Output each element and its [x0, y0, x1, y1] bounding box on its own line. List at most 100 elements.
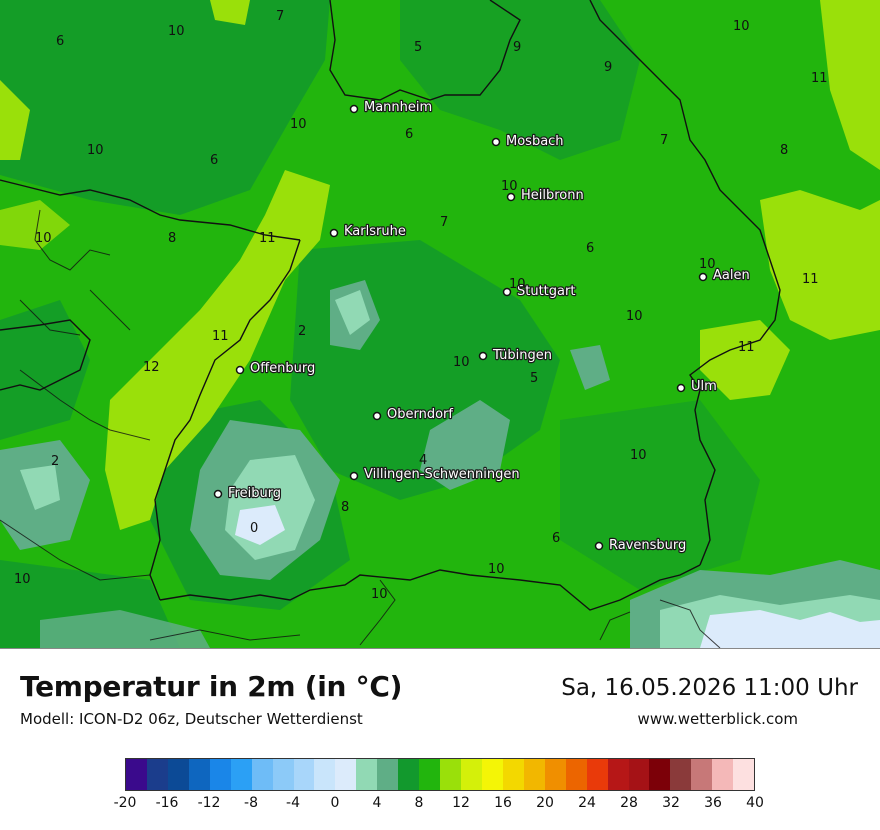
legend-tick-label: 0 — [330, 795, 340, 811]
legend-tick-label: 12 — [452, 795, 470, 811]
legend-swatch — [461, 759, 482, 790]
legend-tick-label: 40 — [746, 795, 764, 811]
temp-label: 10 — [509, 277, 526, 292]
temp-label: 6 — [405, 127, 413, 142]
city-aalen: Aalen — [698, 267, 751, 284]
temp-label: 4 — [419, 453, 427, 468]
temp-label: 10 — [453, 355, 470, 370]
temp-label: 6 — [56, 34, 64, 49]
temp-label: 5 — [530, 371, 538, 386]
temp-label: 0 — [250, 521, 258, 536]
legend-swatch — [628, 759, 650, 790]
temp-label: 10 — [168, 24, 185, 39]
legend-swatch — [398, 759, 420, 790]
legend-swatch — [565, 759, 587, 790]
legend-swatch — [293, 759, 315, 790]
legend-swatch — [230, 759, 252, 790]
city-markers: Mannheim Mosbach Heilbronn Karlsruhe Stu… — [213, 99, 751, 554]
temp-label: 10 — [501, 179, 518, 194]
legend-swatch — [502, 759, 524, 790]
temp-label: 7 — [276, 9, 284, 24]
legend-swatch — [733, 759, 755, 790]
temp-label: 10 — [630, 448, 647, 463]
legend-swatch — [314, 759, 336, 790]
temp-label: 6 — [210, 153, 218, 168]
city-label-karlsruhe: Karlsruhe — [344, 224, 406, 239]
temp-label: 10 — [87, 143, 104, 158]
map-canvas: Mannheim Mosbach Heilbronn Karlsruhe Stu… — [0, 0, 880, 648]
city-ravensburg: Ravensburg — [594, 537, 687, 554]
city-label-stuttgart: Stuttgart — [517, 284, 575, 299]
city-oberndorf: Oberndorf — [372, 406, 455, 423]
legend-tick-label: 4 — [372, 795, 382, 811]
temp-label: 12 — [143, 360, 160, 375]
city-label-heilbronn: Heilbronn — [521, 188, 584, 203]
temp-label: 8 — [341, 500, 349, 515]
website-link[interactable]: www.wetterblick.com — [637, 710, 798, 728]
city-label-freiburg: Freiburg — [228, 486, 281, 501]
temp-label: 2 — [298, 324, 306, 339]
city-label-offenburg: Offenburg — [250, 361, 315, 376]
temp-label: 11 — [802, 272, 819, 287]
temp-label: 5 — [414, 40, 422, 55]
legend-swatch — [670, 759, 692, 790]
legend-swatch — [377, 759, 399, 790]
temp-label: 6 — [552, 531, 560, 546]
temp-label: 10 — [699, 257, 716, 272]
temperature-value-labels: 7 10 6 5 9 10 9 11 10 6 10 6 7 8 10 10 8… — [14, 9, 828, 602]
city-label-mosbach: Mosbach — [506, 134, 564, 149]
valid-datetime: Sa, 16.05.2026 11:00 Uhr — [561, 675, 858, 701]
city-freiburg: Freiburg — [213, 485, 282, 502]
district-borders — [0, 209, 721, 648]
temp-label: 7 — [660, 133, 668, 148]
temp-label: 7 — [440, 215, 448, 230]
temp-label: 10 — [290, 117, 307, 132]
temp-label: 10 — [14, 572, 31, 587]
city-offenburg: Offenburg — [235, 360, 316, 377]
city-label-mannheim: Mannheim — [364, 100, 432, 115]
temp-label: 2 — [51, 454, 59, 469]
legend-tick-label: 8 — [414, 795, 424, 811]
legend-swatch — [335, 759, 357, 790]
legend-swatch — [188, 759, 210, 790]
legend-swatch — [356, 759, 378, 790]
legend-swatch — [146, 759, 168, 790]
legend-tick-label: 16 — [494, 795, 512, 811]
city-label-villingen-schwenningen: Villingen-Schwenningen — [364, 467, 520, 482]
model-source: Modell: ICON-D2 06z, Deutscher Wetterdie… — [20, 710, 363, 728]
legend-tick-label: -12 — [197, 795, 221, 811]
legend-swatch — [167, 759, 189, 790]
temp-label: 10 — [626, 309, 643, 324]
legend-tick-label: 20 — [536, 795, 554, 811]
legend-swatch — [544, 759, 566, 790]
city-stuttgart: Stuttgart — [502, 283, 577, 300]
city-label-oberndorf: Oberndorf — [387, 407, 453, 422]
legend-swatch — [691, 759, 713, 790]
coldest-regions — [235, 505, 880, 648]
legend-swatch — [251, 759, 273, 790]
temp-label: 11 — [738, 340, 755, 355]
temp-label: 11 — [811, 71, 828, 86]
legend-tick-label: -8 — [244, 795, 258, 811]
city-heilbronn: Heilbronn — [506, 187, 585, 204]
temp-label: 10 — [488, 562, 505, 577]
legend-tick-label: 24 — [578, 795, 596, 811]
city-tuebingen: Tübingen — [478, 347, 553, 364]
temp-label: 8 — [780, 143, 788, 158]
temp-label: 11 — [259, 231, 276, 246]
city-ulm: Ulm — [676, 378, 718, 395]
city-mannheim: Mannheim — [349, 99, 433, 116]
state-borders — [0, 0, 781, 611]
city-label-aalen: Aalen — [713, 268, 750, 283]
temp-label: 10 — [371, 587, 388, 602]
temp-label: 10 — [35, 231, 52, 246]
legend-tick-label: 36 — [704, 795, 722, 811]
temp-label: 9 — [513, 40, 521, 55]
color-scale-legend — [125, 758, 755, 791]
legend-swatch — [440, 759, 461, 790]
temp-label: 11 — [212, 329, 229, 344]
legend-swatch — [586, 759, 608, 790]
legend-swatch — [209, 759, 231, 790]
city-mosbach: Mosbach — [491, 133, 565, 150]
